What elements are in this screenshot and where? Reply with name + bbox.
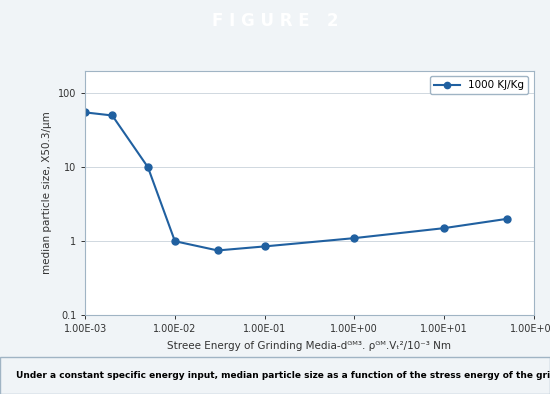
1000 KJ/Kg <box>214 248 221 253</box>
Text: F I G U R E   2: F I G U R E 2 <box>212 12 338 30</box>
1000 KJ/Kg <box>261 244 268 249</box>
1000 KJ/Kg <box>172 239 178 243</box>
1000 KJ/Kg <box>351 236 358 240</box>
Y-axis label: median particle size, X50.3/µm: median particle size, X50.3/µm <box>42 112 52 275</box>
1000 KJ/Kg <box>145 165 151 169</box>
Text: Under a constant specific energy input, median particle size as a function of th: Under a constant specific energy input, … <box>16 371 550 380</box>
Legend: 1000 KJ/Kg: 1000 KJ/Kg <box>430 76 529 95</box>
1000 KJ/Kg <box>109 113 116 118</box>
1000 KJ/Kg <box>503 217 510 221</box>
1000 KJ/Kg <box>82 110 89 115</box>
1000 KJ/Kg <box>441 226 447 230</box>
X-axis label: Streee Energy of Grinding Media-dᴳᴹ³. ρᴳᴹ.Vₜ²/10⁻³ Nm: Streee Energy of Grinding Media-dᴳᴹ³. ρᴳ… <box>167 341 452 351</box>
Line: 1000 KJ/Kg: 1000 KJ/Kg <box>82 109 510 254</box>
